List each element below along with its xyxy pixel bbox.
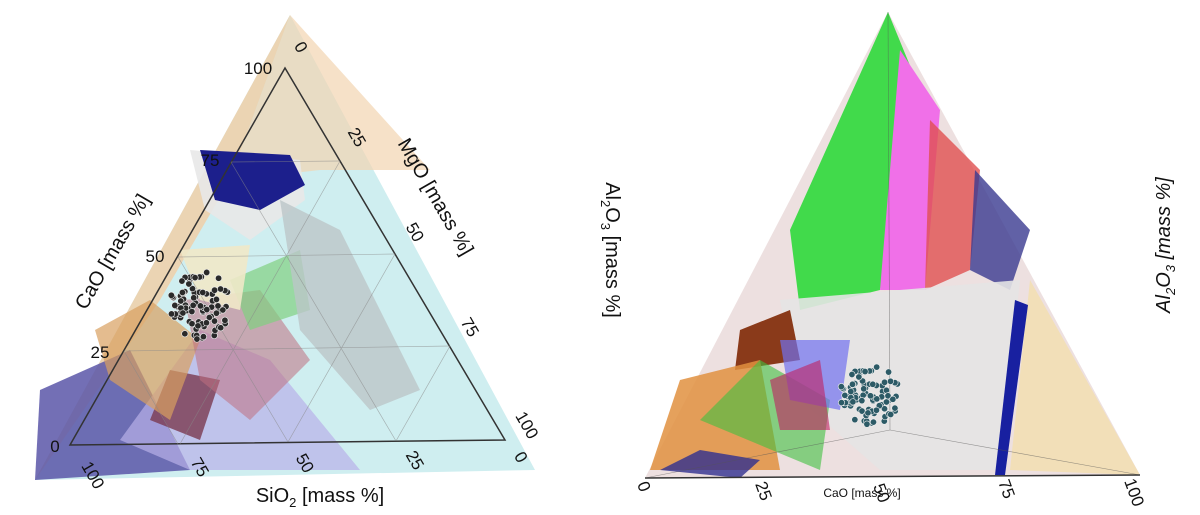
particle <box>167 310 175 318</box>
phase-region <box>925 120 980 290</box>
particle <box>848 370 856 378</box>
particle <box>891 404 899 412</box>
phase-region <box>780 280 1020 470</box>
particle <box>217 285 225 293</box>
particle <box>167 291 175 299</box>
particle <box>203 268 211 276</box>
particle <box>196 302 204 310</box>
particle <box>887 377 895 385</box>
particle <box>219 306 227 314</box>
particle <box>178 277 186 285</box>
particle-cluster <box>167 268 231 343</box>
particle <box>841 391 849 399</box>
phase-region <box>280 200 420 410</box>
left-diagram: 100 75 50 25 0 CaO [mass %] 0 25 50 75 1… <box>35 15 542 510</box>
particle <box>863 420 871 428</box>
particle <box>211 286 219 294</box>
particle <box>873 363 881 371</box>
particle <box>869 418 877 426</box>
cao-tick: 75 <box>201 151 220 170</box>
particle <box>864 409 872 417</box>
particle <box>211 317 219 325</box>
particle <box>212 309 220 317</box>
particle <box>190 294 198 302</box>
particle <box>189 301 197 309</box>
phase-region <box>230 15 430 180</box>
particle <box>205 313 213 321</box>
particle <box>221 316 229 324</box>
particle <box>860 385 868 393</box>
phase-region <box>880 50 940 290</box>
phase-region <box>995 300 1028 475</box>
particle <box>861 368 869 376</box>
phase-region <box>230 250 310 330</box>
particle <box>837 399 845 407</box>
particle <box>885 368 893 376</box>
particle <box>177 297 185 305</box>
particle <box>881 405 889 413</box>
particle <box>203 306 211 314</box>
particle <box>869 380 877 388</box>
phase-region <box>95 300 200 420</box>
particle <box>887 411 895 419</box>
cao-tick: 100 <box>244 59 272 78</box>
particle <box>882 398 890 406</box>
particle-cluster <box>837 363 901 428</box>
cao-tick: 100 <box>1120 476 1148 509</box>
particle <box>194 322 202 330</box>
sio2-axis-label: SiO2 [mass %] <box>256 485 384 510</box>
phase-region <box>1010 280 1140 475</box>
cao-tick: 75 <box>994 477 1018 501</box>
particle <box>188 320 196 328</box>
particle <box>185 280 193 288</box>
grid <box>123 160 451 445</box>
particle <box>202 319 210 327</box>
particle <box>849 398 857 406</box>
particle <box>217 324 225 332</box>
al2o3-axis-label: Al2O3 [mass %] <box>1153 177 1178 314</box>
al2o3-axis-label: Al2O3 [mass %] <box>598 182 623 318</box>
particle <box>171 301 179 309</box>
particle <box>189 285 197 293</box>
particle <box>873 395 881 403</box>
cao-tick: 0 <box>633 479 654 494</box>
cao-tick: 0 <box>50 437 59 456</box>
particle <box>178 288 186 296</box>
right-diagram: 0 25 50 75 100 CaO [mass %] Al2O3 [mass … <box>598 11 1178 509</box>
particle <box>199 333 207 341</box>
particle <box>837 383 845 391</box>
particle <box>212 295 220 303</box>
cao-axis-label: CaO [mass %] <box>823 486 900 500</box>
particle <box>191 274 199 282</box>
particle <box>847 388 855 396</box>
phase-region <box>970 170 1030 290</box>
cao-tick: 25 <box>91 343 110 362</box>
cao-tick: 25 <box>751 479 775 503</box>
particle <box>866 392 874 400</box>
particle <box>881 378 889 386</box>
grid <box>644 11 1141 479</box>
axis-line <box>644 474 1141 479</box>
phase-region <box>770 360 830 430</box>
particle <box>193 335 201 343</box>
cao-tick: 50 <box>146 247 165 266</box>
phase-region <box>35 15 290 480</box>
particle <box>188 308 196 316</box>
particle <box>872 406 880 414</box>
particle <box>179 309 187 317</box>
particle <box>855 373 863 381</box>
phase-region <box>660 450 760 478</box>
particle <box>181 330 189 338</box>
particle <box>858 397 866 405</box>
particle <box>199 288 207 296</box>
phase-region <box>200 150 305 210</box>
particle <box>851 416 859 424</box>
particle <box>889 395 897 403</box>
particle <box>215 274 223 282</box>
particle <box>848 380 856 388</box>
